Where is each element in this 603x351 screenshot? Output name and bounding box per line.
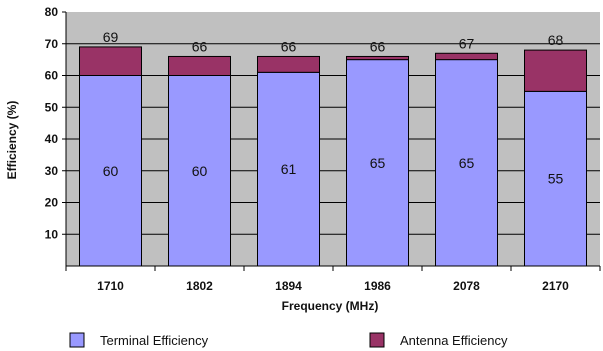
terminal-efficiency-bar bbox=[524, 90, 587, 267]
y-tick-label: 40 bbox=[45, 132, 59, 146]
value-labels: 60 60 61 65 65 55 bbox=[103, 155, 564, 187]
y-tick-label: 60 bbox=[45, 69, 59, 83]
x-tick-label: 2170 bbox=[542, 279, 569, 293]
y-axis-ticks: 10 20 30 40 50 60 70 80 bbox=[45, 5, 66, 241]
terminal-value-label: 60 bbox=[103, 163, 119, 179]
y-tick-label: 80 bbox=[45, 5, 59, 19]
total-value-label: 67 bbox=[459, 35, 475, 51]
legend-label-terminal: Terminal Efficiency bbox=[100, 333, 209, 348]
x-tick-label: 2078 bbox=[453, 279, 480, 293]
total-value-label: 68 bbox=[548, 32, 564, 48]
legend: Terminal Efficiency Antenna Efficiency bbox=[69, 332, 508, 348]
legend-swatch-antenna bbox=[369, 332, 385, 348]
antenna-efficiency-bar bbox=[79, 46, 142, 76]
terminal-efficiency-bar bbox=[346, 59, 409, 267]
terminal-value-label: 60 bbox=[192, 163, 208, 179]
y-tick-label: 20 bbox=[45, 196, 59, 210]
antenna-efficiency-bar bbox=[346, 55, 409, 61]
legend-swatch-terminal bbox=[69, 332, 85, 348]
terminal-value-label: 65 bbox=[459, 155, 475, 171]
y-tick-label: 10 bbox=[45, 227, 59, 241]
terminal-value-label: 55 bbox=[548, 171, 564, 187]
x-tick-label: 1986 bbox=[364, 279, 391, 293]
terminal-value-label: 61 bbox=[281, 161, 297, 177]
x-tick-label: 1710 bbox=[97, 279, 124, 293]
antenna-efficiency-bar bbox=[524, 49, 587, 92]
y-axis-title: Efficiency (%) bbox=[5, 101, 19, 180]
terminal-value-label: 65 bbox=[370, 155, 386, 171]
total-value-label: 66 bbox=[281, 38, 297, 54]
total-labels: 69 66 66 66 67 68 bbox=[103, 29, 564, 55]
x-tick-label: 1894 bbox=[275, 279, 302, 293]
terminal-efficiency-bar bbox=[435, 59, 498, 267]
antenna-efficiency-bar bbox=[435, 52, 498, 61]
gridlines bbox=[66, 43, 600, 235]
x-axis-ticks: 1710 1802 1894 1986 2078 2170 bbox=[65, 266, 601, 293]
y-tick-label: 50 bbox=[45, 100, 59, 114]
legend-label-antenna: Antenna Efficiency bbox=[400, 333, 508, 348]
antenna-efficiency-bar bbox=[168, 55, 231, 76]
total-value-label: 66 bbox=[192, 38, 208, 54]
total-value-label: 66 bbox=[370, 38, 386, 54]
antenna-efficiency-bar bbox=[257, 55, 320, 73]
total-value-label: 69 bbox=[103, 29, 119, 45]
y-tick-label: 70 bbox=[45, 37, 59, 51]
x-tick-label: 1802 bbox=[186, 279, 213, 293]
x-axis-title: Frequency (MHz) bbox=[282, 299, 379, 313]
y-tick-label: 30 bbox=[45, 164, 59, 178]
